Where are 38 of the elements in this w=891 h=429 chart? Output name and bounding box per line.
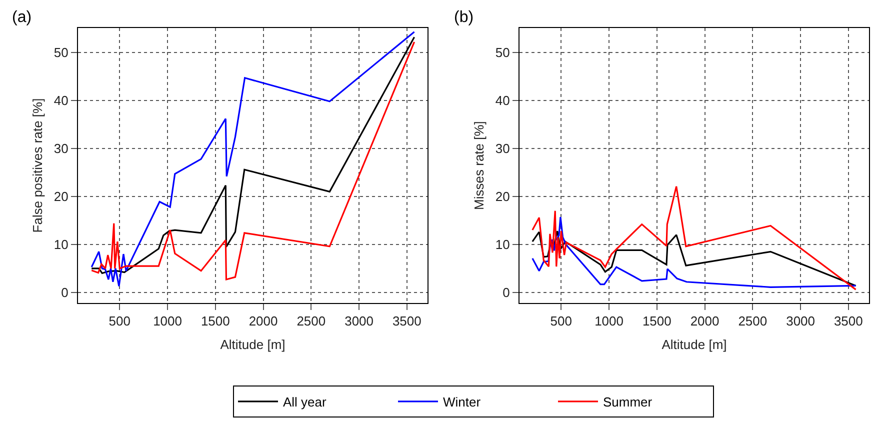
legend-label: All year	[283, 394, 328, 410]
y-tick-label: 10	[495, 237, 510, 252]
x-tick-label: 1500	[642, 314, 672, 329]
x-axis-title: Altitude [m]	[662, 337, 727, 352]
x-tick-label: 1000	[594, 314, 624, 329]
x-tick-label: 500	[108, 314, 130, 329]
line-series	[532, 186, 857, 290]
y-tick-label: 30	[495, 141, 510, 156]
x-tick-label: 1500	[200, 314, 230, 329]
y-axis-title: False positives rate [%]	[30, 98, 45, 233]
y-axis-title: Misses rate [%]	[471, 121, 486, 210]
y-tick-label: 20	[495, 189, 510, 204]
x-tick-label: 2000	[248, 314, 278, 329]
y-tick-label: 10	[54, 237, 68, 252]
x-tick-label: 2000	[690, 314, 720, 329]
x-tick-label: 3500	[392, 314, 422, 329]
y-tick-label: 20	[54, 189, 68, 204]
x-tick-label: 1000	[153, 314, 182, 329]
legend-label: Winter	[443, 394, 482, 410]
line-series	[532, 216, 857, 288]
y-tick-label: 50	[54, 45, 68, 60]
chart-title: (b)	[454, 9, 474, 26]
y-tick-label: 40	[495, 93, 510, 108]
y-tick-label: 50	[495, 45, 510, 60]
line-series	[532, 230, 857, 287]
x-tick-label: 3000	[786, 314, 815, 329]
x-tick-label: 3000	[344, 314, 374, 329]
y-tick-label: 0	[61, 284, 68, 300]
legend-label: Summer	[603, 394, 653, 410]
x-tick-label: 500	[550, 314, 572, 329]
y-tick-label: 0	[502, 284, 510, 300]
x-axis-title: Altitude [m]	[220, 337, 286, 352]
y-tick-label: 40	[54, 93, 68, 108]
x-tick-label: 2500	[738, 314, 768, 329]
x-tick-label: 3500	[834, 314, 863, 329]
chart-title: (a)	[12, 9, 32, 26]
y-tick-label: 30	[54, 141, 68, 156]
x-tick-label: 2500	[296, 314, 326, 329]
